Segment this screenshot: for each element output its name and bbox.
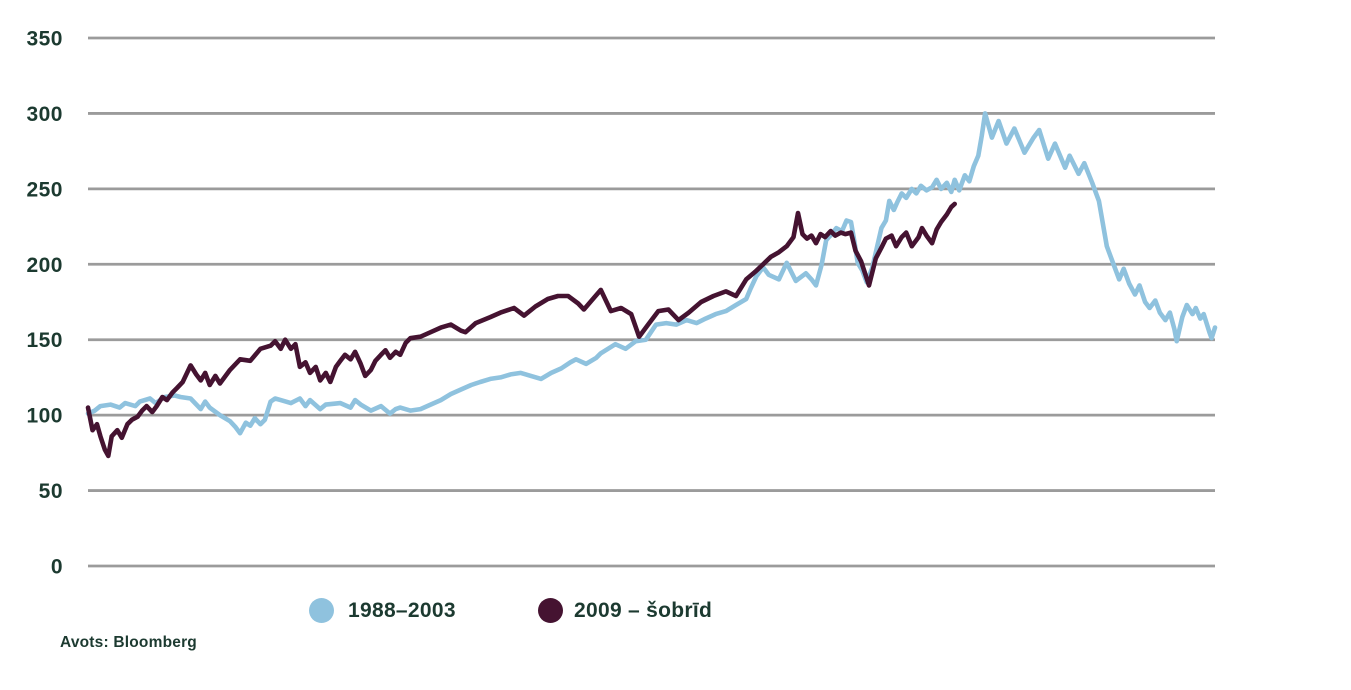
y-axis-tick-label: 200: [26, 254, 63, 277]
y-axis-tick-label: 50: [39, 480, 63, 503]
y-axis-tick-label: 0: [51, 556, 63, 579]
series-line-1988-2003: [85, 111, 1218, 436]
source-note: Avots: Bloomberg: [60, 634, 197, 651]
legend-label: 2009 – šobrīd: [574, 598, 713, 622]
y-axis-tick-label: 150: [26, 329, 63, 352]
legend-dot-dark-icon: [538, 598, 563, 623]
y-axis-tick-label: 300: [26, 103, 63, 126]
legend-item-2009-now: 2009 – šobrīd: [538, 598, 712, 623]
y-axis-tick-label: 350: [26, 28, 63, 51]
y-axis-tick-label: 250: [26, 178, 63, 201]
legend-dot-blue-icon: [309, 598, 334, 623]
y-axis-tick-label: 100: [26, 405, 63, 428]
legend-item-1988-2003: 1988–2003: [309, 598, 456, 623]
legend-label: 1988–2003: [348, 598, 456, 622]
series-line-2009-now: [85, 201, 958, 459]
